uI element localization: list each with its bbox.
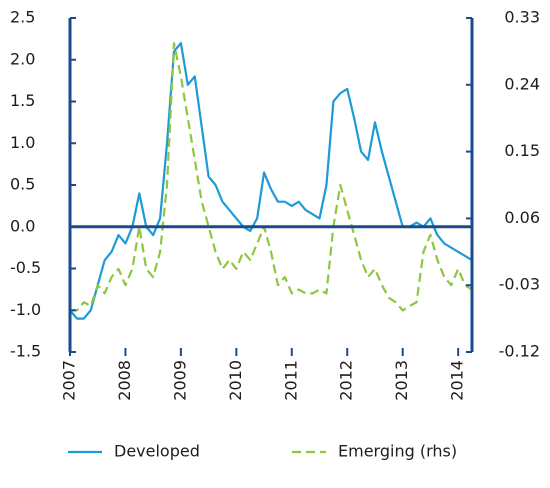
- x-tick-label: 2010: [226, 360, 245, 401]
- series-line: [70, 42, 473, 312]
- legend: Developed Emerging (rhs): [68, 442, 457, 461]
- x-tick-label: 2013: [392, 360, 411, 401]
- x-tick-label: 2011: [281, 360, 300, 401]
- legend-label: Emerging (rhs): [338, 442, 457, 461]
- y-tick-label: -1.5: [10, 342, 41, 361]
- x-tick-label: 2014: [448, 360, 467, 401]
- y-tick-label: 1.5: [10, 91, 35, 110]
- y2-tick-label: 0.24: [504, 74, 540, 93]
- y2-tick-label: -0.03: [499, 275, 540, 294]
- y-tick-label: 1.0: [10, 133, 35, 152]
- y2-tick-label: 0.15: [504, 141, 540, 160]
- x-tick-label: 2009: [170, 360, 189, 401]
- legend-label: Developed: [114, 442, 200, 461]
- x-tick-label: 2008: [115, 360, 134, 401]
- y2-tick-label: -0.12: [499, 342, 540, 361]
- y-tick-label: -1.0: [10, 300, 41, 319]
- y-tick-label: -0.5: [10, 258, 41, 277]
- y2-tick-label: 0.33: [504, 8, 540, 27]
- y-tick-label: 2.5: [10, 8, 35, 27]
- x-tick-label: 2007: [60, 360, 79, 401]
- y-tick-label: 0.0: [10, 216, 35, 235]
- series-line: [69, 41, 473, 320]
- y-tick-label: 2.0: [10, 49, 35, 68]
- x-tick-label: 2012: [337, 360, 356, 401]
- y2-tick-label: 0.06: [504, 208, 540, 227]
- y-tick-label: 0.5: [10, 175, 35, 194]
